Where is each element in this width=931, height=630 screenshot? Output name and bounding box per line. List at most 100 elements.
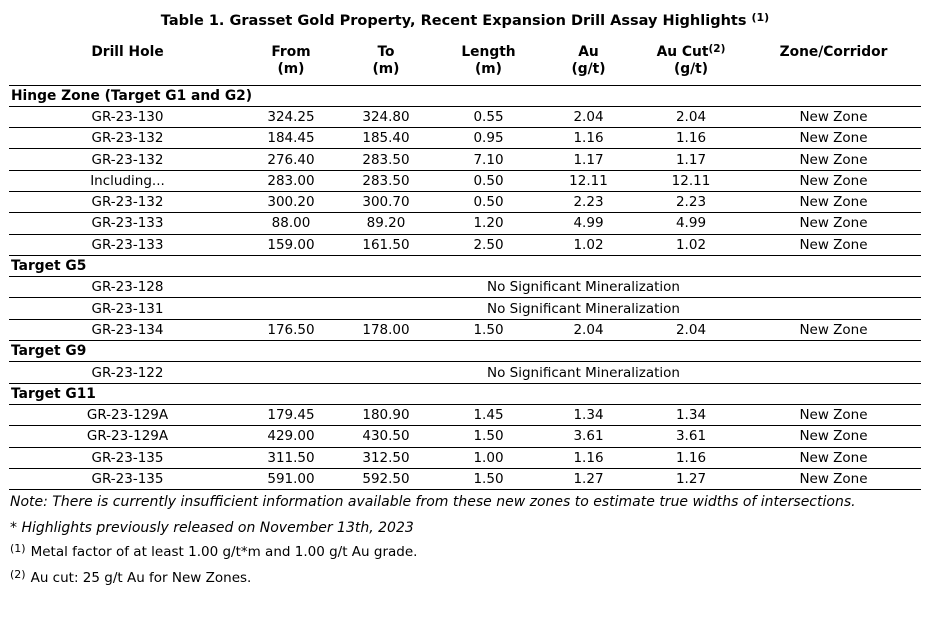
- document-page: Table 1. Grasset Gold Property, Recent E…: [9, 11, 923, 591]
- header-unit-row: (m) (m) (m) (g/t) (g/t): [9, 60, 921, 86]
- table-body: Hinge Zone (Target G1 and G2) GR-23-130 32…: [9, 85, 921, 491]
- cell-au: 1.34: [541, 404, 636, 427]
- cell-length: 0.55: [436, 106, 541, 129]
- table-title-footnote-ref: (1): [751, 11, 770, 24]
- cell-from: 176.50: [246, 319, 336, 342]
- cell-zone-corridor: New Zone: [746, 170, 921, 192]
- cell-zone-corridor: New Zone: [746, 468, 921, 491]
- col-header-zone-corridor: Zone/Corridor: [779, 44, 888, 60]
- table-row: GR-23-135 591.00 592.50 1.50 1.27 1.27 New Zon…: [9, 468, 921, 491]
- table-row: GR-23-122 No Significant Mineralization: [9, 361, 921, 384]
- table-row: GR-23-133 88.00 89.20 1.20 4.99 4.99 New Zone: [9, 212, 921, 235]
- cell-from: 276.40: [246, 148, 336, 171]
- cell-zone-corridor: New Zone: [746, 106, 921, 129]
- unit-au-cut: (g/t): [636, 60, 746, 86]
- cell-drill-hole: GR-23-122: [9, 361, 246, 384]
- section-header-label: Target G5: [9, 255, 921, 278]
- cell-au: 1.16: [541, 447, 636, 469]
- table-row: GR-23-132 276.40 283.50 7.10 1.17 1.17 New Zon…: [9, 148, 921, 171]
- cell-to: 180.90: [336, 404, 436, 427]
- cell-au-cut: 1.17: [636, 148, 746, 171]
- table-row: Including... 283.00 283.50 0.50 12.11 12.11 Ne…: [9, 170, 921, 192]
- cell-au-cut: 1.27: [636, 468, 746, 491]
- cell-no-significant-mineralization: No Significant Mineralization: [246, 276, 921, 299]
- header-label-row: Drill Hole From To Length Au Au Cut(2) Z…: [9, 37, 921, 60]
- table-title-text: Table 1. Grasset Gold Property, Recent E…: [160, 13, 747, 29]
- note-true-widths: Note: There is currently insufficient in…: [10, 494, 856, 511]
- cell-from: 300.20: [246, 191, 336, 214]
- cell-to: 300.70: [336, 191, 436, 214]
- cell-from: 324.25: [246, 106, 336, 129]
- cell-zone-corridor: New Zone: [746, 148, 921, 171]
- cell-no-significant-mineralization: No Significant Mineralization: [246, 361, 921, 384]
- cell-to: 185.40: [336, 127, 436, 150]
- cell-length: 1.50: [436, 468, 541, 491]
- cell-zone-corridor: New Zone: [746, 425, 921, 448]
- cell-drill-hole: GR-23-130: [9, 106, 246, 129]
- cell-length: 0.95: [436, 127, 541, 150]
- table-row: GR-23-130 324.25 324.80 0.55 2.04 2.04 New Zon…: [9, 106, 921, 129]
- unit-au: (g/t): [541, 60, 636, 86]
- cell-au-cut: 2.04: [636, 319, 746, 342]
- cell-au-cut: 1.02: [636, 234, 746, 256]
- footnote-2-text: Au cut: 25 g/t Au for New Zones.: [30, 569, 252, 586]
- table-row: GR-23-132 300.20 300.70 0.50 2.23 2.23 New Zon…: [9, 191, 921, 214]
- cell-au: 4.99: [541, 212, 636, 235]
- cell-au-cut: 1.34: [636, 404, 746, 427]
- cell-drill-hole: GR-23-135: [9, 468, 246, 491]
- section-header-label: Target G11: [9, 383, 921, 405]
- cell-drill-hole: GR-23-128: [9, 276, 246, 299]
- cell-au-cut: 1.16: [636, 127, 746, 150]
- cell-au-cut: 2.23: [636, 191, 746, 214]
- cell-drill-hole: GR-23-133: [9, 212, 246, 235]
- cell-to: 324.80: [336, 106, 436, 129]
- cell-from: 179.45: [246, 404, 336, 427]
- footnote-1-text: Metal factor of at least 1.00 g/t*m and …: [30, 543, 418, 560]
- unit-from: (m): [246, 60, 336, 86]
- cell-to: 283.50: [336, 170, 436, 192]
- table-row: GR-23-129A 179.45 180.90 1.45 1.34 1.34 New Zo…: [9, 404, 921, 427]
- cell-zone-corridor: New Zone: [746, 212, 921, 235]
- unit-drill-hole: [9, 60, 246, 86]
- cell-drill-hole: Including...: [9, 170, 246, 192]
- unit-zone-corridor: [746, 60, 921, 86]
- cell-to: 178.00: [336, 319, 436, 342]
- table-row: GR-23-131 No Significant Mineralization: [9, 297, 921, 320]
- cell-length: 7.10: [436, 148, 541, 171]
- cell-au-cut: 1.16: [636, 447, 746, 469]
- cell-au-cut: 12.11: [636, 170, 746, 192]
- section-header-label: Hinge Zone (Target G1 and G2): [9, 85, 921, 107]
- cell-from: 184.45: [246, 127, 336, 150]
- cell-zone-corridor: New Zone: [746, 404, 921, 427]
- cell-from: 591.00: [246, 468, 336, 491]
- cell-au: 1.27: [541, 468, 636, 491]
- assay-highlights-table: Drill Hole From To Length Au Au Cut(2) Z…: [9, 37, 921, 491]
- cell-au: 3.61: [541, 425, 636, 448]
- footnote-2-marker: (2): [10, 567, 26, 581]
- cell-length: 1.50: [436, 319, 541, 342]
- cell-au-cut: 3.61: [636, 425, 746, 448]
- cell-zone-corridor: New Zone: [746, 319, 921, 342]
- cell-au: 2.04: [541, 106, 636, 129]
- cell-au: 1.16: [541, 127, 636, 150]
- section-header-row: Hinge Zone (Target G1 and G2): [9, 85, 921, 107]
- footnote-2: (2) Au cut: 25 g/t Au for New Zones.: [10, 566, 923, 591]
- cell-from: 283.00: [246, 170, 336, 192]
- cell-au: 2.23: [541, 191, 636, 214]
- table-row: GR-23-135 311.50 312.50 1.00 1.16 1.16 New Zon…: [9, 447, 921, 469]
- col-header-au-cut-label: Au Cut: [656, 44, 709, 60]
- cell-from: 311.50: [246, 447, 336, 469]
- table-title: Table 1. Grasset Gold Property, Recent E…: [9, 11, 921, 31]
- cell-to: 312.50: [336, 447, 436, 469]
- col-header-to: To: [377, 44, 395, 60]
- table-row: GR-23-133 159.00 161.50 2.50 1.02 1.02 New Zon…: [9, 234, 921, 256]
- cell-length: 0.50: [436, 191, 541, 214]
- cell-drill-hole: GR-23-135: [9, 447, 246, 469]
- cell-length: 1.50: [436, 425, 541, 448]
- au-cut-footnote-ref: (2): [708, 43, 726, 55]
- cell-au-cut: 2.04: [636, 106, 746, 129]
- cell-au: 1.02: [541, 234, 636, 256]
- cell-drill-hole: GR-23-134: [9, 319, 246, 342]
- cell-from: 159.00: [246, 234, 336, 256]
- table-row: GR-23-128 No Significant Mineralization: [9, 276, 921, 299]
